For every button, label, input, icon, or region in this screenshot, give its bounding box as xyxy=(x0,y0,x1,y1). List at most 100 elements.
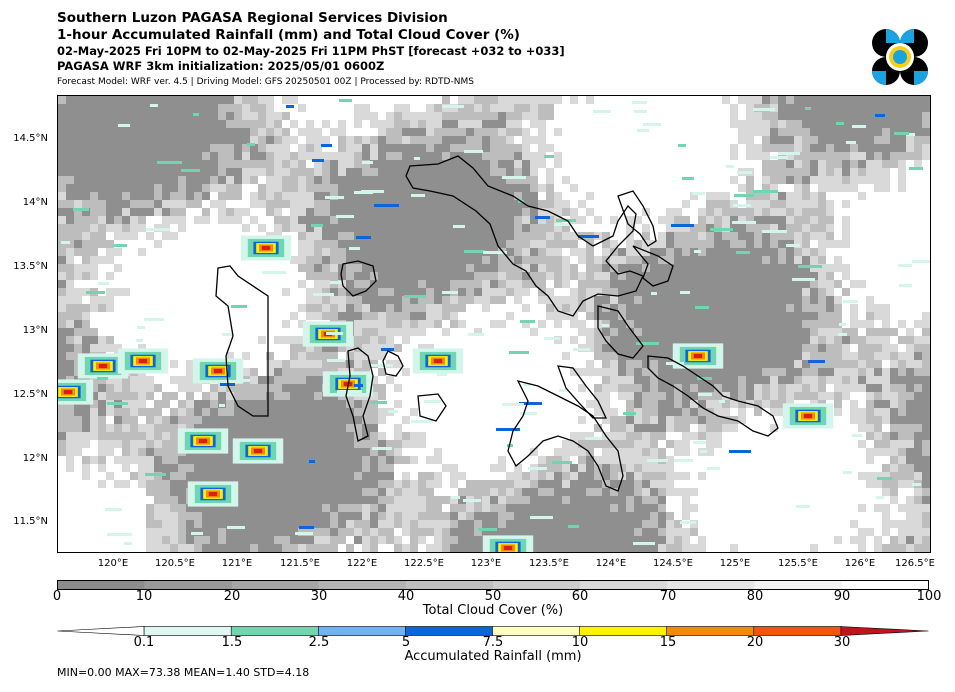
cloud-cell xyxy=(442,512,450,520)
cloud-cell xyxy=(210,128,218,136)
cloud-cell xyxy=(266,400,274,408)
cloud-cell xyxy=(74,104,82,112)
cloud-cell xyxy=(922,128,930,136)
cloud-cell xyxy=(498,464,506,472)
cloud-cell xyxy=(330,224,338,232)
forecast-map[interactable] xyxy=(57,95,931,553)
cloud-cell xyxy=(842,120,850,128)
cloud-cell xyxy=(290,120,298,128)
cloud-cell xyxy=(314,176,322,184)
cloud-cell xyxy=(458,280,466,288)
cloud-cell xyxy=(786,112,794,120)
cloud-cell xyxy=(130,224,138,232)
cloud-cell xyxy=(762,152,770,160)
cloud-cell xyxy=(722,384,730,392)
cloud-cell xyxy=(914,528,922,536)
cloud-cell xyxy=(658,312,666,320)
cloud-cell xyxy=(882,336,890,344)
cloud-cell xyxy=(354,408,362,416)
cloud-cell xyxy=(834,344,842,352)
cloud-cell xyxy=(210,104,218,112)
cloud-cell xyxy=(450,176,458,184)
cloud-cell xyxy=(922,336,930,344)
cloud-cell xyxy=(394,320,402,328)
cloud-cell xyxy=(346,184,354,192)
cloud-cell xyxy=(314,408,322,416)
cloud-cell xyxy=(82,272,90,280)
cloud-cell xyxy=(778,312,786,320)
cloud-cell xyxy=(746,232,754,240)
cloud-cell xyxy=(338,424,346,432)
cloud-cell xyxy=(242,512,250,520)
cloud-cell xyxy=(626,360,634,368)
cloud-cell xyxy=(914,112,922,120)
cloud-cell xyxy=(490,288,498,296)
cloud-cell xyxy=(306,312,314,320)
cloud-cell xyxy=(698,224,706,232)
cloud-cell xyxy=(250,176,258,184)
cloud-cell xyxy=(866,304,874,312)
cloud-cell xyxy=(306,136,314,144)
cloud-cell xyxy=(114,136,122,144)
cloud-cell xyxy=(298,472,306,480)
rain-cell xyxy=(107,533,132,536)
cloud-cell xyxy=(402,336,410,344)
cloud-cell xyxy=(546,184,554,192)
cloud-cell xyxy=(426,520,434,528)
cloud-cell xyxy=(754,120,762,128)
cloud-cell xyxy=(898,168,906,176)
cloud-tick: 20 xyxy=(223,589,241,604)
cloud-cell xyxy=(506,216,514,224)
cloud-cell xyxy=(106,104,114,112)
cloud-cell xyxy=(602,512,610,520)
cloud-cell xyxy=(482,208,490,216)
cloud-cell xyxy=(722,352,730,360)
cloud-cell xyxy=(450,112,458,120)
cloud-cell xyxy=(170,96,178,104)
cloud-cell xyxy=(738,224,746,232)
cloud-cell xyxy=(290,440,298,448)
cloud-cell xyxy=(178,512,186,520)
cloud-cell xyxy=(154,448,162,456)
cloud-cell xyxy=(210,144,218,152)
cloud-cell xyxy=(90,136,98,144)
cloud-cell xyxy=(490,96,498,104)
cloud-cell xyxy=(290,504,298,512)
cloud-cell xyxy=(610,328,618,336)
cloud-cell xyxy=(338,248,346,256)
cloud-cell xyxy=(642,248,650,256)
cloud-cell xyxy=(306,536,314,544)
cloud-cell xyxy=(810,232,818,240)
cloud-cell xyxy=(594,392,602,400)
cloud-cell xyxy=(346,176,354,184)
cloud-cell xyxy=(682,320,690,328)
cloud-cell xyxy=(330,232,338,240)
cloud-cell xyxy=(282,528,290,536)
cloud-cell xyxy=(282,392,290,400)
cloud-cell xyxy=(770,160,778,168)
cloud-cell xyxy=(610,520,618,528)
cloud-cell xyxy=(778,128,786,136)
cloud-cell xyxy=(498,272,506,280)
cloud-cell xyxy=(442,96,450,104)
cloud-cell xyxy=(218,536,226,544)
cloud-cell xyxy=(178,528,186,536)
cloud-cell xyxy=(250,400,258,408)
cloud-cell xyxy=(394,312,402,320)
cloud-cell xyxy=(762,304,770,312)
cloud-cell xyxy=(346,472,354,480)
cloud-cell xyxy=(250,488,258,496)
cloud-cell xyxy=(522,216,530,224)
cloud-cell xyxy=(218,528,226,536)
cloud-cell xyxy=(394,256,402,264)
cloud-cell xyxy=(618,264,626,272)
cloud-cell xyxy=(890,96,898,104)
cloud-cell xyxy=(98,456,106,464)
cloud-cell xyxy=(506,128,514,136)
cloud-cell xyxy=(170,232,178,240)
cloud-cell xyxy=(530,504,538,512)
cloud-cell xyxy=(498,224,506,232)
cloud-cell xyxy=(314,528,322,536)
cloud-cell xyxy=(218,408,226,416)
cloud-cell xyxy=(338,232,346,240)
